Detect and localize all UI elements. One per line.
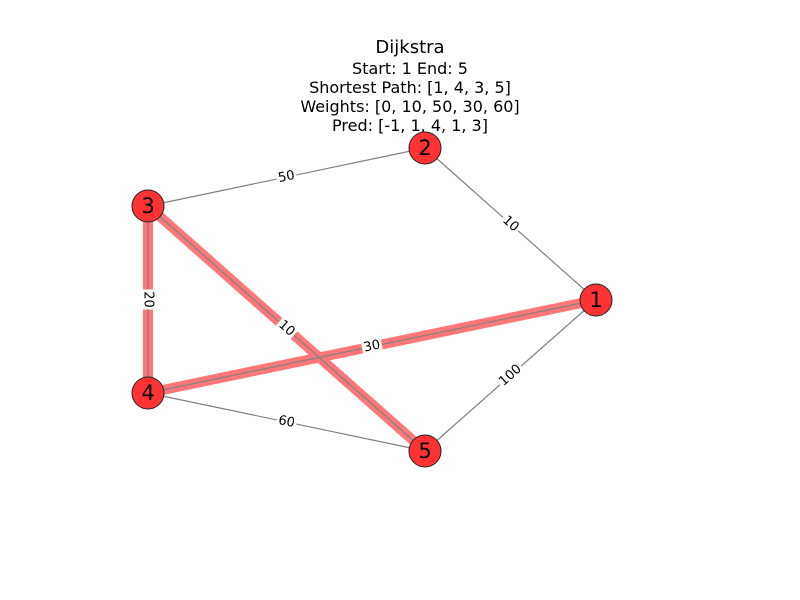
node-label: 5 bbox=[418, 439, 431, 463]
graph-node-3: 3 bbox=[131, 189, 165, 223]
node-label: 3 bbox=[141, 194, 154, 218]
edge-weight-text: 10 bbox=[499, 213, 521, 235]
edge-weight-text: 20 bbox=[141, 291, 156, 308]
edge-weight-label-4-5: 60 bbox=[275, 412, 298, 432]
highlight-layer bbox=[143, 202, 598, 455]
figure-title: Dijkstra bbox=[375, 37, 444, 58]
edge-weight-label-3-2: 50 bbox=[275, 167, 298, 187]
subtitle-weights: Weights: [0, 10, 50, 30, 60] bbox=[300, 97, 519, 116]
edge-weight-label-1-5: 100 bbox=[494, 360, 527, 391]
edge-weight-text: 60 bbox=[277, 413, 296, 431]
edge-weight-label-bg bbox=[273, 315, 300, 342]
graph-node-2: 2 bbox=[408, 131, 442, 165]
edge-weight-label-bg bbox=[497, 211, 524, 237]
figure-title-block: Dijkstra Start: 1 End: 5 Shortest Path: … bbox=[300, 37, 519, 135]
node-circle bbox=[131, 376, 165, 410]
edge-weight-label-bg bbox=[275, 412, 298, 432]
node-circle bbox=[131, 189, 165, 223]
edge-weight-label-bg bbox=[275, 167, 298, 187]
edge-weight-label-3-4: 20 bbox=[140, 289, 156, 310]
edge-weight-label-bg bbox=[360, 336, 384, 357]
edge-weight-label-2-1: 10 bbox=[497, 211, 524, 237]
edge-weight-text: 50 bbox=[277, 168, 296, 186]
node-circle bbox=[408, 434, 442, 468]
graph-node-1: 1 bbox=[579, 283, 613, 317]
subtitle-start-end: Start: 1 End: 5 bbox=[352, 59, 468, 78]
node-label: 2 bbox=[418, 136, 431, 160]
graph-node-5: 5 bbox=[408, 434, 442, 468]
subtitle-pred: Pred: [-1, 1, 4, 1, 3] bbox=[332, 116, 488, 135]
node-label: 4 bbox=[141, 381, 154, 405]
node-layer: 1 2 3 4 5 bbox=[131, 131, 613, 468]
node-circle bbox=[408, 131, 442, 165]
edge-weight-label-bg bbox=[140, 289, 156, 310]
node-circle bbox=[579, 283, 613, 317]
edge-weight-label-4-1: 30 bbox=[360, 336, 384, 357]
edge-weight-text: 30 bbox=[362, 337, 381, 355]
subtitle-shortest-path: Shortest Path: [1, 4, 3, 5] bbox=[309, 78, 511, 97]
edge-weight-label-bg bbox=[494, 360, 527, 391]
edge-weight-label-3-5: 10 bbox=[273, 315, 300, 342]
edge-label-layer: 10 50 100 60 20 30 10 bbox=[140, 167, 527, 432]
node-label: 1 bbox=[589, 288, 602, 312]
graph-node-4: 4 bbox=[131, 376, 165, 410]
